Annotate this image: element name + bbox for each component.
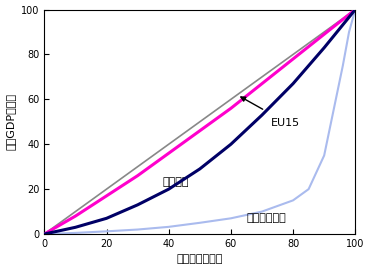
Y-axis label: 累積GDP（％）: 累積GDP（％）: [6, 93, 16, 150]
Text: 東アジア全体: 東アジア全体: [246, 212, 286, 222]
Text: 中国国内: 中国国内: [162, 177, 189, 187]
X-axis label: 累積人口（％）: 累積人口（％）: [176, 254, 223, 264]
Text: EU15: EU15: [271, 118, 300, 128]
